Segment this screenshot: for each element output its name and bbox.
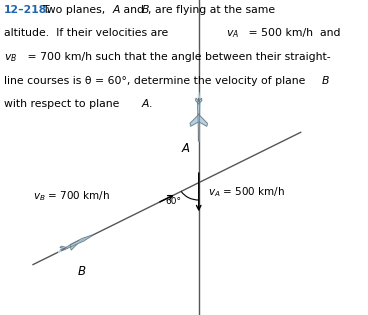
Text: = 700 km/h such that the angle between their straight-: = 700 km/h such that the angle between t… <box>24 52 330 62</box>
Polygon shape <box>61 234 94 251</box>
Text: $v_B$: $v_B$ <box>4 52 17 64</box>
Text: Two planes,: Two planes, <box>42 5 109 15</box>
Text: $v_B$ = 700 km/h: $v_B$ = 700 km/h <box>33 189 110 203</box>
Polygon shape <box>198 98 202 104</box>
Polygon shape <box>61 249 66 251</box>
Polygon shape <box>70 240 79 250</box>
Text: $v_A$: $v_A$ <box>226 28 240 40</box>
Polygon shape <box>198 98 200 141</box>
Text: with respect to plane: with respect to plane <box>4 99 123 109</box>
Polygon shape <box>198 114 208 126</box>
Polygon shape <box>198 92 199 98</box>
Text: line courses is θ = 60°, determine the velocity of plane: line courses is θ = 60°, determine the v… <box>4 76 308 86</box>
Polygon shape <box>190 114 199 126</box>
Text: B: B <box>321 76 329 86</box>
Text: $B$: $B$ <box>77 265 86 278</box>
Text: A: A <box>142 99 149 109</box>
Text: A: A <box>112 5 120 15</box>
Text: .: . <box>149 99 152 109</box>
Text: 60°: 60° <box>165 197 181 206</box>
Text: B: B <box>142 5 149 15</box>
Text: , are flying at the same: , are flying at the same <box>148 5 275 15</box>
Text: and: and <box>120 5 147 15</box>
Text: altitude.  If their velocities are: altitude. If their velocities are <box>4 28 175 38</box>
Polygon shape <box>58 250 62 252</box>
Text: = 500 km/h  and: = 500 km/h and <box>245 28 340 38</box>
Text: $v_A$ = 500 km/h: $v_A$ = 500 km/h <box>208 185 285 199</box>
Text: $A$: $A$ <box>181 142 191 155</box>
Text: 12–218.: 12–218. <box>4 5 51 15</box>
Polygon shape <box>60 246 67 249</box>
Polygon shape <box>196 98 199 104</box>
